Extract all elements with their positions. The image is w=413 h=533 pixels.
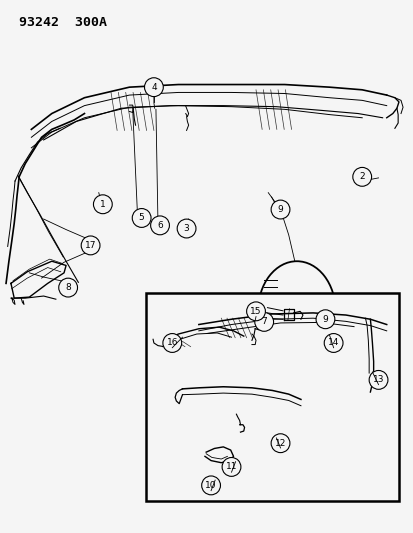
Ellipse shape [222,457,240,477]
Text: 11: 11 [225,463,237,471]
Ellipse shape [271,434,289,453]
Ellipse shape [315,310,334,329]
Ellipse shape [246,302,265,321]
Text: 12: 12 [274,439,285,448]
Ellipse shape [368,370,387,389]
Text: 6: 6 [157,221,162,230]
Ellipse shape [132,208,151,228]
Text: 13: 13 [372,375,383,384]
Ellipse shape [271,200,289,219]
Ellipse shape [81,236,100,255]
Ellipse shape [162,334,181,352]
Text: 3: 3 [183,224,189,233]
Ellipse shape [150,216,169,235]
Ellipse shape [323,334,342,352]
Text: 9: 9 [277,205,283,214]
Text: 9: 9 [322,315,328,324]
Ellipse shape [177,219,195,238]
Text: 16: 16 [166,338,178,348]
Text: 15: 15 [250,307,261,316]
Ellipse shape [352,167,371,186]
Text: 93242  300A: 93242 300A [19,16,107,29]
Ellipse shape [254,312,273,332]
Ellipse shape [59,278,77,297]
Text: 10: 10 [205,481,216,490]
Circle shape [257,261,335,361]
Text: 14: 14 [327,338,339,348]
Text: 2: 2 [358,172,364,181]
Text: 5: 5 [138,214,144,222]
Text: 17: 17 [85,241,96,250]
Text: 8: 8 [65,283,71,292]
Text: 1: 1 [100,200,105,209]
Ellipse shape [144,78,163,96]
Bar [145,293,398,501]
Ellipse shape [201,476,220,495]
Text: 7: 7 [261,317,266,326]
Text: 4: 4 [151,83,157,92]
Ellipse shape [93,195,112,214]
